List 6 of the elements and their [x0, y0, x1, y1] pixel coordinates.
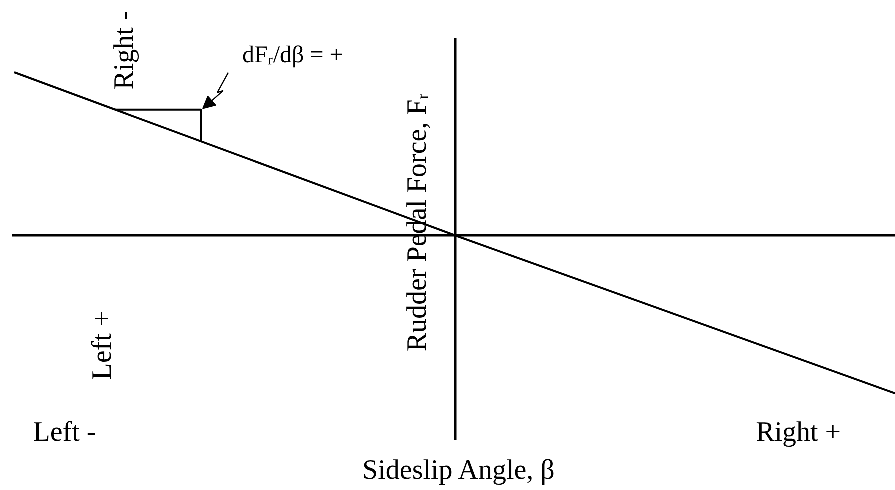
- x-axis-title: Sideslip Angle, β: [362, 455, 555, 486]
- text: dFᵣ/dβ = +: [242, 42, 344, 69]
- annotation: Right -: [109, 11, 140, 90]
- text: Left -: [33, 417, 96, 448]
- text: Right +: [756, 417, 842, 448]
- annotation: Left +: [87, 310, 118, 380]
